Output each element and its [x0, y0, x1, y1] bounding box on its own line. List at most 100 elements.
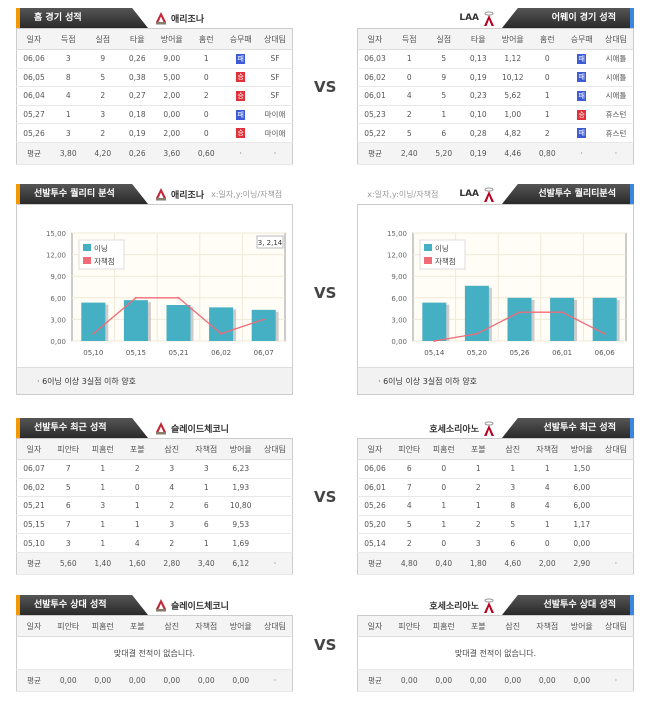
column-header: 상대팀: [258, 28, 293, 50]
table-cell: 9,00: [154, 49, 189, 69]
average-cell: ·: [258, 142, 293, 165]
bar-innings[interactable]: [464, 285, 489, 341]
section-title: 선발투수 상대 성적: [16, 595, 148, 615]
bar-innings[interactable]: [550, 297, 575, 341]
average-row: 평균 5,60 1,40 1,60 2,80 3,40 6,12 ·: [16, 552, 293, 575]
table-cell: 1: [495, 459, 530, 479]
table-cell: SF: [258, 86, 293, 106]
table-cell: 0,13: [461, 49, 496, 69]
table-cell: 4: [530, 478, 565, 498]
average-cell: 0,00: [120, 669, 155, 692]
bar-innings[interactable]: [507, 297, 532, 341]
table-cell: 6,23: [223, 459, 258, 479]
team-name: 애리조나: [171, 190, 205, 201]
table-cell: 0: [189, 123, 224, 143]
average-row: 평균 0,00 0,00 0,00 0,00 0,00 0,00 ·: [357, 669, 634, 692]
column-header: 피안타: [392, 615, 427, 637]
table-cell: 8: [51, 68, 86, 88]
table-cell: 6: [495, 533, 530, 553]
table-cell: [599, 515, 634, 535]
average-cell: 2,00: [530, 552, 565, 575]
y-tick-label: 3,00: [391, 316, 407, 324]
table-cell: 1: [530, 86, 565, 106]
table-cell: 승: [223, 86, 258, 106]
result-badge: 승: [236, 90, 246, 101]
table-row: 05,27 1 3 0,18 0,00 0 패 마이애: [16, 105, 293, 125]
line-point[interactable]: [518, 311, 521, 314]
table-cell: 2: [461, 515, 496, 535]
table-cell: 4: [530, 496, 565, 516]
column-header: 상대팀: [258, 615, 293, 637]
column-header: 일자: [357, 28, 392, 50]
team-label: 애리조나 x:일자,y:이닝/자책점: [154, 187, 282, 201]
column-header: 삼진: [495, 438, 530, 460]
bar-innings[interactable]: [123, 300, 148, 341]
table-cell: 9,53: [223, 515, 258, 535]
line-point[interactable]: [433, 340, 436, 342]
legend-label: 자책점: [94, 256, 115, 266]
table-cell: 휴스턴: [599, 105, 634, 125]
table-cell: 05,22: [357, 123, 392, 143]
average-cell: 2,40: [392, 142, 427, 165]
table-row: 06,06 3 9 0,26 9,00 1 패 SF: [16, 49, 293, 69]
result-badge: 패: [236, 53, 246, 64]
column-header: 피안타: [392, 438, 427, 460]
chart-footnote: · 6이닝 이상 3실점 이하 양호: [358, 367, 633, 394]
result-badge: 패: [577, 53, 587, 64]
column-header: 포볼: [120, 615, 155, 637]
bar-innings[interactable]: [422, 302, 447, 341]
column-header: 일자: [16, 615, 51, 637]
x-tick-label: 05,20: [467, 349, 487, 357]
result-badge: 패: [577, 72, 587, 83]
line-point[interactable]: [603, 332, 606, 335]
table-cell: 4,82: [495, 123, 530, 143]
header-row: 일자 득점 실점 타율 방어율 홈런 승무패 상대팀: [357, 28, 634, 50]
arizona-logo-icon: [154, 598, 168, 612]
bar-innings[interactable]: [251, 309, 276, 341]
bar-innings[interactable]: [166, 305, 191, 341]
y-tick-label: 15,00: [46, 230, 66, 238]
average-cell: 0,00: [51, 669, 86, 692]
legend-swatch: [424, 244, 432, 251]
line-point[interactable]: [92, 332, 95, 335]
bar-innings[interactable]: [81, 302, 106, 341]
y-tick-label: 9,00: [391, 273, 407, 281]
section-title: 선발투수 최근 성적: [16, 418, 148, 438]
pitcher-label: 슬레이드체코니: [154, 598, 229, 612]
vs-label: VS: [314, 636, 337, 654]
table-cell: 0,27: [120, 86, 155, 106]
pitcher-vs-left-panel: 선발투수 상대 성적 슬레이드체코니 일자 피안타 피홈런 포볼 삼진 자책점 방어율 상대팀…: [16, 595, 293, 692]
header-row: 일자 피안타 피홈런 포볼 삼진 자책점 방어율 상대팀: [357, 438, 634, 460]
line-point[interactable]: [262, 318, 265, 321]
table-cell: 1: [530, 105, 565, 125]
pitcher-vs-right-panel: 선발투수 상대 성적 호세소리아노 일자 피안타 피홈런 포볼 삼진 자책점 방어율 상대팀 맞…: [357, 595, 634, 692]
table-cell: 4: [392, 86, 427, 106]
column-header: 일자: [16, 28, 51, 50]
y-tick-label: 9,00: [50, 273, 66, 281]
table-cell: 0,38: [120, 68, 155, 88]
line-point[interactable]: [134, 296, 137, 299]
table-row: 06,06 6 0 1 1 1 1,50: [357, 459, 634, 479]
column-header: 타율: [461, 28, 496, 50]
table-cell: 0,28: [461, 123, 496, 143]
line-point[interactable]: [177, 296, 180, 299]
line-point[interactable]: [475, 332, 478, 335]
average-cell: 0,40: [426, 552, 461, 575]
table-cell: 5: [392, 123, 427, 143]
home-games-panel: 홈 경기 성적 애리조나 일자 득점 실점 타율 방어율 홈런 승무패 상대팀 06,06 3 9 0…: [16, 8, 293, 165]
average-cell: 0,00: [223, 669, 258, 692]
table-cell: 1: [85, 533, 120, 553]
pitcher-vs-table: 일자 피안타 피홈런 포볼 삼진 자책점 방어율 상대팀 맞대결 전적이 없습니다. 평균 0,00…: [16, 615, 293, 692]
table-cell: 3: [51, 533, 86, 553]
average-cell: 평균: [16, 552, 51, 575]
table-row: 06,01 4 5 0,23 5,62 1 패 시애틀: [357, 86, 634, 106]
line-point[interactable]: [561, 311, 564, 314]
bar-innings[interactable]: [209, 307, 234, 341]
average-cell: 0,80: [530, 142, 565, 165]
table-cell: 1,50: [564, 459, 599, 479]
average-row: 평균 2,40 5,20 0,19 4,46 0,80 · ·: [357, 142, 634, 165]
line-point[interactable]: [220, 332, 223, 335]
table-cell: 05,23: [357, 105, 392, 125]
column-header: 상대팀: [599, 28, 634, 50]
table-cell: 1: [530, 515, 565, 535]
